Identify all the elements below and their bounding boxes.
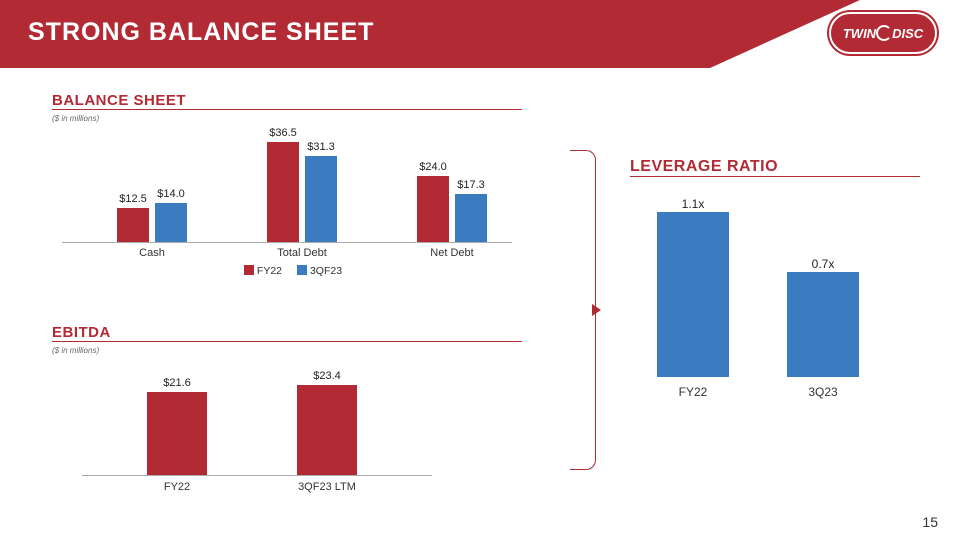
logo-text-right: DISC	[892, 26, 923, 41]
category-label: FY22	[633, 385, 753, 399]
leverage-plot: 1.1x 0.7x	[638, 197, 888, 377]
legend-swatch-fy22	[244, 265, 254, 275]
bracket-connector	[570, 150, 596, 470]
category-label: FY22	[117, 481, 237, 493]
chart-bar: $31.3	[305, 156, 337, 242]
chart-bar: 0.7x	[787, 272, 859, 377]
balance-sheet-legend: FY22 3QF23	[62, 265, 512, 277]
bar-value-label: 0.7x	[812, 257, 835, 271]
balance-sheet-plot: $12.5$14.0$36.5$31.3$24.0$17.3	[62, 133, 512, 243]
chart-bar: $24.0	[417, 176, 449, 242]
ebitda-chart: $21.6 $23.4 FY22 3QF23 LTM	[82, 361, 432, 501]
chart-bar: $14.0	[155, 203, 187, 242]
category-label: Cash	[92, 247, 212, 259]
chart-group: $36.5$31.3	[242, 142, 362, 242]
chart-bar: $21.6	[147, 392, 207, 475]
logo-c-icon	[876, 25, 892, 41]
legend-label-3qf23: 3QF23	[310, 265, 342, 277]
ebitda-subtitle: ($ in millions)	[52, 346, 522, 355]
category-label: 3Q23	[763, 385, 883, 399]
ebitda-section: EBITDA ($ in millions) $21.6 $23.4 FY22 3Q…	[52, 324, 522, 501]
category-label: Net Debt	[392, 247, 512, 259]
chart-bar-wrap: $21.6	[147, 392, 207, 475]
bar-value-label: $31.3	[307, 141, 335, 153]
chart-bar: $36.5	[267, 142, 299, 242]
logo: TWIN DISC	[828, 8, 938, 58]
chart-bar-wrap: $23.4	[297, 385, 357, 475]
ebitda-plot: $21.6 $23.4	[82, 361, 432, 476]
leverage-chart: 1.1x0.7x FY223Q23	[638, 197, 888, 412]
balance-sheet-section: BALANCE SHEET ($ in millions) $12.5$14.0…	[52, 92, 522, 278]
balance-sheet-chart: $12.5$14.0$36.5$31.3$24.0$17.3 FY22 3QF2…	[62, 133, 512, 278]
legend-label-fy22: FY22	[257, 265, 282, 277]
left-column: BALANCE SHEET ($ in millions) $12.5$14.0…	[52, 92, 522, 501]
bar-value-label: 1.1x	[682, 197, 705, 211]
chart-bar: $12.5	[117, 208, 149, 242]
leverage-title: LEVERAGE RATIO	[630, 158, 920, 176]
bar-value-label: $12.5	[119, 193, 147, 205]
right-column: LEVERAGE RATIO 1.1x 0.7x FY22 3Q23	[630, 158, 920, 412]
category-label: Total Debt	[242, 247, 362, 259]
balance-sheet-rule	[52, 109, 522, 110]
chart-bar-wrap: 1.1x	[657, 212, 729, 377]
chart-bar: 1.1x	[657, 212, 729, 377]
balance-sheet-subtitle: ($ in millions)	[52, 114, 522, 123]
content-area: BALANCE SHEET ($ in millions) $12.5$14.0…	[0, 68, 960, 540]
bar-value-label: $23.4	[313, 370, 341, 382]
chart-bar-wrap: 0.7x	[787, 272, 859, 377]
bar-value-label: $14.0	[157, 188, 185, 200]
leverage-rule	[630, 176, 920, 177]
chart-group: $12.5$14.0	[92, 203, 212, 242]
ebitda-title: EBITDA	[52, 324, 522, 341]
category-label: 3QF23 LTM	[267, 481, 387, 493]
chart-bar: $17.3	[455, 194, 487, 242]
bar-value-label: $21.6	[163, 377, 191, 389]
bar-value-label: $17.3	[457, 179, 485, 191]
balance-sheet-title: BALANCE SHEET	[52, 92, 522, 109]
legend-swatch-3qf23	[297, 265, 307, 275]
bar-value-label: $24.0	[419, 161, 447, 173]
page-number: 15	[922, 514, 938, 530]
header-bar: STRONG BALANCE SHEET TWIN DISC	[0, 0, 960, 68]
ebitda-rule	[52, 341, 522, 342]
chart-group: $24.0$17.3	[392, 176, 512, 242]
chart-bar: $23.4	[297, 385, 357, 475]
logo-text-left: TWIN	[843, 26, 876, 41]
bar-value-label: $36.5	[269, 127, 297, 139]
page-title: STRONG BALANCE SHEET	[28, 18, 374, 47]
